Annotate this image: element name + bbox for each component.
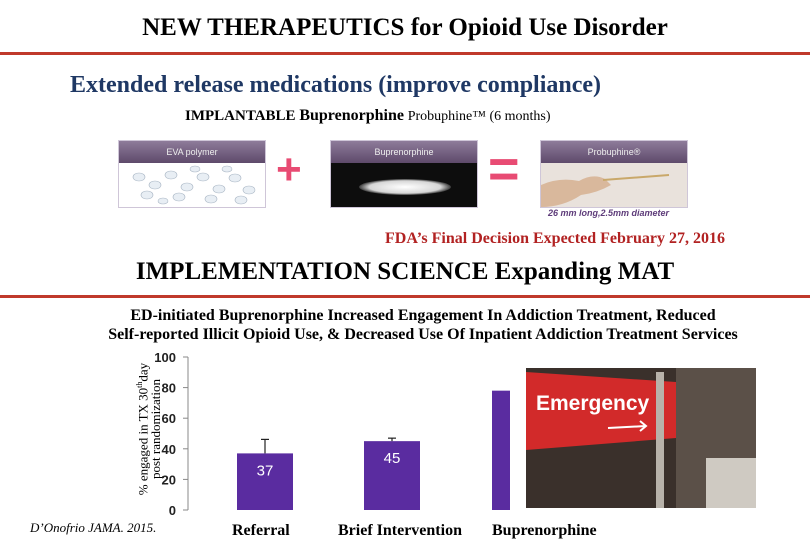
bar-buprenorphine — [492, 390, 510, 510]
category-label-referral: Referral — [232, 522, 290, 539]
implant-hand-image — [541, 163, 687, 207]
implant-dimensions: 26 mm long,2.5mm diameter — [548, 208, 670, 218]
equals-sign: = — [488, 139, 520, 199]
bar-brief-intervention — [364, 441, 420, 510]
panel-label: Probuphine® — [541, 141, 687, 163]
y-tick-label: 20 — [162, 472, 176, 487]
implant-suffix: Probuphine™ (6 months) — [407, 109, 551, 124]
bar-chart: 020406080100374578 — [154, 350, 510, 518]
y-tick-label: 0 — [169, 503, 176, 518]
section-subtitle: Extended release medications (improve co… — [70, 72, 602, 98]
panel-label: EVA polymer — [119, 141, 265, 163]
powder-image — [331, 163, 477, 207]
bar-value-label: 37 — [257, 462, 274, 479]
emergency-sign-text: Emergency — [536, 392, 650, 415]
section-divider — [0, 295, 810, 298]
study-line-2: Self-reported Illicit Opioid Use, & Decr… — [108, 326, 738, 343]
bar-value-label: 45 — [384, 450, 401, 467]
slide-title: NEW THERAPEUTICS for Opioid Use Disorder — [142, 14, 668, 41]
y-tick-label: 80 — [162, 381, 176, 396]
category-label-brief-intervention: Brief Intervention — [338, 522, 462, 539]
study-line-1: ED-initiated Buprenorphine Increased Eng… — [130, 307, 716, 324]
implementation-title: IMPLEMENTATION SCIENCE Expanding MAT — [135, 258, 675, 285]
eva-polymer-panel: EVA polymer — [118, 140, 266, 208]
plus-sign: + — [276, 145, 302, 194]
implant-prefix: IMPLANTABLE — [185, 108, 296, 124]
implant-drug: Buprenorphine — [299, 107, 404, 124]
emergency-sign-photo: Emergency — [526, 368, 756, 508]
title-divider — [0, 52, 810, 55]
fda-decision: FDA’s Final Decision Expected February 2… — [385, 230, 725, 247]
buprenorphine-panel: Buprenorphine — [330, 140, 478, 208]
bar-referral — [237, 453, 293, 510]
eva-pellets-image — [132, 165, 256, 205]
y-tick-label: 100 — [154, 350, 176, 365]
citation: D’Onofrio JAMA. 2015. — [30, 520, 157, 535]
y-tick-label: 40 — [162, 442, 176, 457]
y-tick-label: 60 — [162, 411, 176, 426]
study-summary: ED-initiated Buprenorphine Increased Eng… — [0, 306, 810, 344]
implant-line: IMPLANTABLE Buprenorphine Probuphine™ (6… — [185, 107, 551, 125]
category-label-buprenorphine: Buprenorphine — [492, 522, 597, 539]
probuphine-panel: Probuphine® — [540, 140, 688, 208]
panel-label: Buprenorphine — [331, 141, 477, 163]
